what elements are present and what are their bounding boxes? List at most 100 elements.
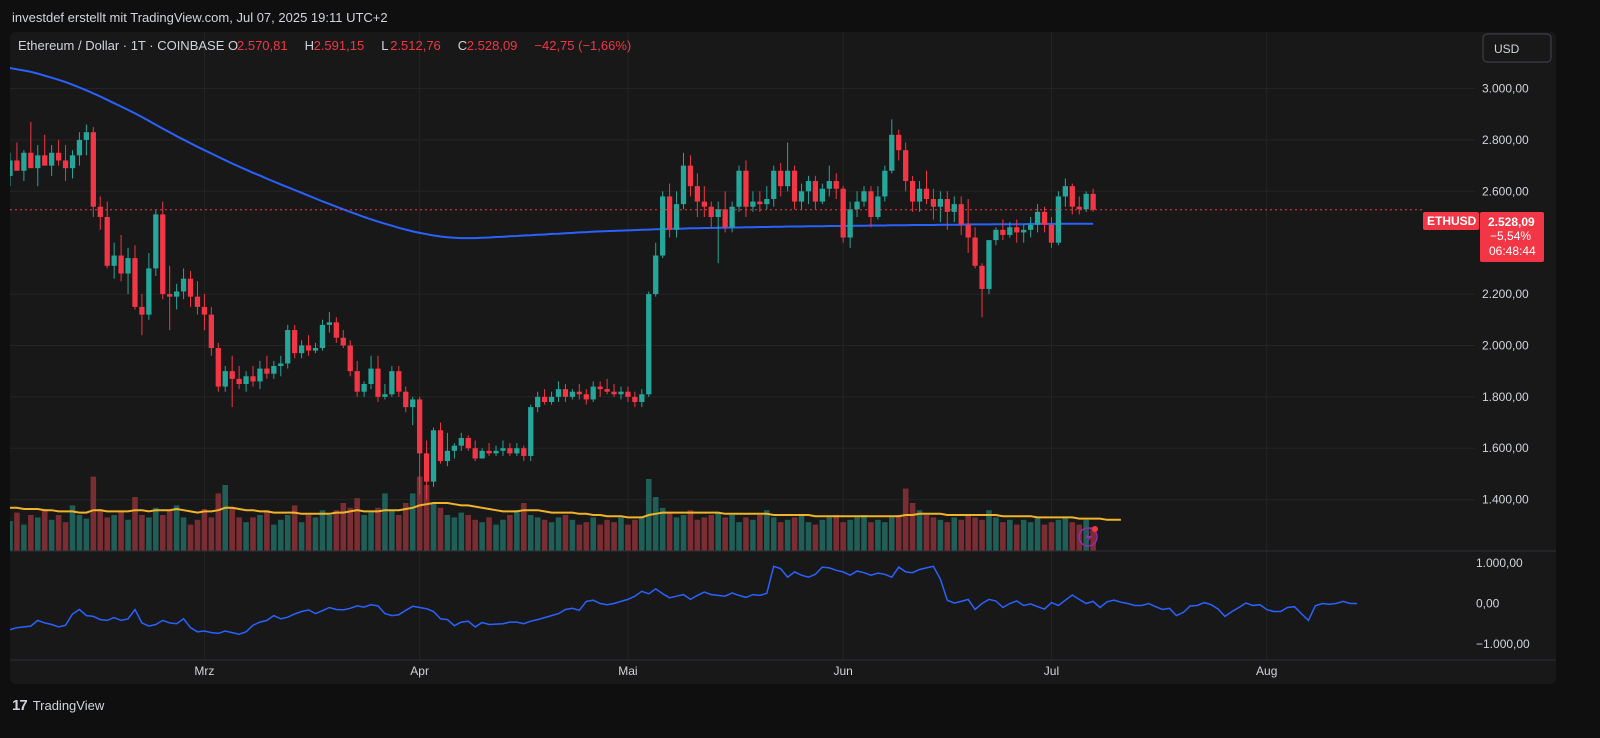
candle-body — [278, 363, 284, 367]
candle-body — [1000, 229, 1006, 235]
oscillator-tick-label: 0,00 — [1476, 596, 1500, 610]
candle-body — [569, 391, 576, 397]
candle-body — [479, 450, 485, 459]
currency-button[interactable]: USD — [1482, 33, 1552, 63]
candle-body — [49, 152, 55, 166]
volume-bar — [784, 519, 791, 551]
volume-bar — [257, 515, 263, 551]
volume-bar — [368, 512, 374, 551]
time-tick-label: Jul — [1044, 664, 1059, 678]
volume-bar — [826, 517, 833, 551]
time-tick-label: Aug — [1256, 664, 1277, 678]
volume-bar — [604, 519, 610, 551]
volume-bar — [187, 524, 194, 551]
candle-body — [562, 389, 569, 397]
volume-bar — [743, 517, 749, 551]
time-tick-label: Jun — [833, 664, 852, 678]
candle-body — [896, 134, 902, 151]
volume-bar — [715, 512, 721, 551]
snapshot-caption: investdef erstellt mit TradingView.com, … — [12, 10, 388, 25]
oscillator-axis: 1.000,00 0,00 −1.000,00 — [1476, 556, 1530, 651]
candle-body — [437, 430, 444, 462]
candle-body — [639, 394, 645, 402]
chart-area[interactable]: 3.000,00 2.800,00 2.600,00 2.200,00 2.000,00… — [10, 32, 1556, 684]
volume-bar — [493, 524, 499, 551]
candle-body — [507, 448, 513, 454]
volume-bar — [930, 517, 937, 551]
moving-average-line — [10, 67, 1094, 240]
volume-bar — [125, 519, 131, 551]
volume-bar — [69, 505, 76, 551]
candle-body — [139, 306, 145, 315]
candle-body — [229, 371, 235, 379]
volume-ma-line — [10, 502, 1121, 521]
volume-bar — [347, 507, 353, 551]
volume-bar — [1090, 527, 1096, 551]
volume-bar — [958, 519, 964, 551]
volume-bar — [132, 497, 138, 551]
volume-bar — [798, 515, 805, 551]
volume-bar — [472, 519, 478, 551]
volume-bar — [111, 515, 117, 551]
candle-body — [743, 170, 749, 207]
volume-bar — [458, 512, 465, 551]
volume-bar — [861, 515, 867, 551]
candle-body — [993, 229, 999, 241]
candle-body — [285, 330, 291, 364]
volume-bar — [652, 497, 659, 551]
candle-body — [257, 368, 263, 382]
volume-bar — [916, 510, 923, 551]
volume-bar — [659, 507, 666, 551]
candle-body — [21, 152, 27, 171]
lightning-icon[interactable] — [1078, 526, 1098, 547]
candle-body — [972, 237, 978, 266]
symbol-title: Ethereum / Dollar · 1T · COINBASE — [18, 38, 225, 53]
candle-body — [236, 378, 242, 384]
brand-name: TradingView — [32, 698, 105, 713]
price-tick-label: 1.800,00 — [1482, 390, 1529, 404]
volume-bar — [90, 476, 97, 551]
volume-bar — [639, 517, 645, 551]
volume-bar — [576, 524, 583, 551]
candle-body — [194, 296, 201, 307]
volume-bar — [868, 522, 874, 551]
volume-bar — [97, 509, 104, 551]
volume-bar — [909, 503, 916, 551]
candle-body — [944, 199, 950, 212]
candle-body — [937, 199, 944, 207]
volume-bar — [979, 519, 985, 551]
candle-body — [1083, 193, 1089, 210]
chart-canvas[interactable]: 3.000,00 2.800,00 2.600,00 2.200,00 2.000,00… — [10, 32, 1556, 684]
volume-bar — [34, 517, 41, 551]
volume-bar — [215, 493, 222, 551]
volume-bar — [236, 517, 242, 551]
volume-bar — [83, 518, 90, 551]
candle-body — [1021, 229, 1027, 233]
candle-body — [62, 160, 69, 169]
volume-bar — [361, 515, 367, 551]
volume-bar — [729, 515, 735, 551]
candle-body — [132, 258, 138, 307]
candle-body — [312, 348, 319, 351]
volume-bar — [757, 515, 763, 551]
candle-body — [146, 268, 152, 315]
volume-bar — [875, 519, 881, 551]
oscillator-line — [10, 565, 1357, 635]
candle-body — [14, 160, 20, 171]
candle-body — [403, 391, 409, 408]
candle-body — [444, 450, 451, 462]
tradingview-logo[interactable]: 17 TradingView — [12, 697, 104, 714]
tradingview-mark-icon: 17 — [12, 697, 28, 714]
volume-bar — [423, 485, 430, 551]
symbol-tag-bg — [1423, 212, 1479, 230]
candle-body — [201, 306, 208, 315]
price-tick-label: 2.000,00 — [1482, 338, 1529, 352]
candle-body — [173, 291, 180, 297]
candle-body — [347, 345, 353, 372]
candle-body — [354, 371, 360, 392]
candle-body — [923, 188, 930, 200]
ohlc-label: H — [305, 38, 314, 53]
candle-body — [868, 191, 874, 217]
volume-bar — [382, 493, 388, 551]
candle-body — [590, 386, 596, 400]
